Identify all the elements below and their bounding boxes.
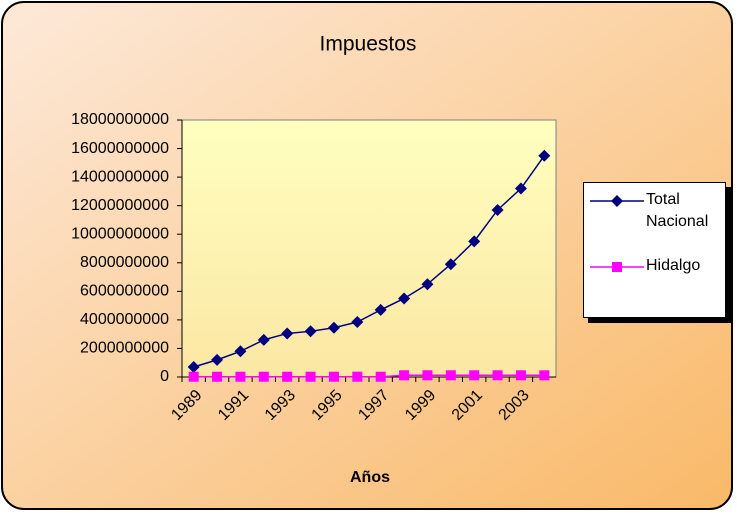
- legend-label: Hidalgo: [646, 257, 701, 274]
- point: [492, 370, 503, 381]
- point: [468, 235, 481, 248]
- point: [187, 361, 200, 374]
- point: [514, 182, 527, 195]
- y-tick-label: 4000000000: [80, 311, 169, 328]
- point: [235, 371, 246, 382]
- legend-symbol: [590, 262, 644, 272]
- point: [444, 258, 457, 271]
- y-tick-label: 6000000000: [80, 283, 169, 300]
- point: [421, 278, 434, 291]
- point: [282, 371, 293, 382]
- x-axis-title: Años: [350, 469, 390, 486]
- point: [445, 370, 456, 381]
- y-tick-label: 14000000000: [71, 168, 169, 185]
- point: [538, 149, 551, 162]
- point: [351, 316, 364, 329]
- legend-symbol: [590, 195, 644, 207]
- point: [612, 262, 622, 272]
- y-tick-label: 8000000000: [80, 254, 169, 271]
- y-tick-label: 0: [160, 368, 169, 385]
- point: [375, 371, 386, 382]
- point: [515, 370, 526, 381]
- point: [328, 371, 339, 382]
- series-line: [193, 374, 545, 378]
- legend: Total Nacional Hidalgo: [583, 182, 726, 318]
- point: [469, 370, 480, 381]
- y-tick-label: 16000000000: [71, 140, 169, 157]
- point: [304, 325, 317, 338]
- point: [281, 327, 294, 340]
- point: [212, 371, 223, 382]
- point: [352, 371, 363, 382]
- plot-area: [181, 119, 557, 378]
- point: [327, 321, 340, 334]
- series-line: [193, 155, 545, 368]
- point: [399, 370, 410, 381]
- y-tick-label: 2000000000: [80, 340, 169, 357]
- point: [211, 353, 224, 366]
- point: [374, 303, 387, 316]
- point: [611, 195, 623, 207]
- point: [258, 371, 269, 382]
- y-tick-label: 10000000000: [71, 225, 169, 242]
- point: [188, 371, 199, 382]
- point: [257, 333, 270, 346]
- y-tick-label: 12000000000: [71, 197, 169, 214]
- chart-title: Impuestos: [320, 33, 417, 56]
- point: [491, 203, 504, 216]
- point: [305, 371, 316, 382]
- point: [539, 370, 550, 381]
- point: [398, 292, 411, 305]
- legend-label: Total Nacional: [646, 191, 709, 230]
- point: [422, 370, 433, 381]
- y-tick-label: 18000000000: [71, 111, 169, 128]
- point: [234, 345, 247, 358]
